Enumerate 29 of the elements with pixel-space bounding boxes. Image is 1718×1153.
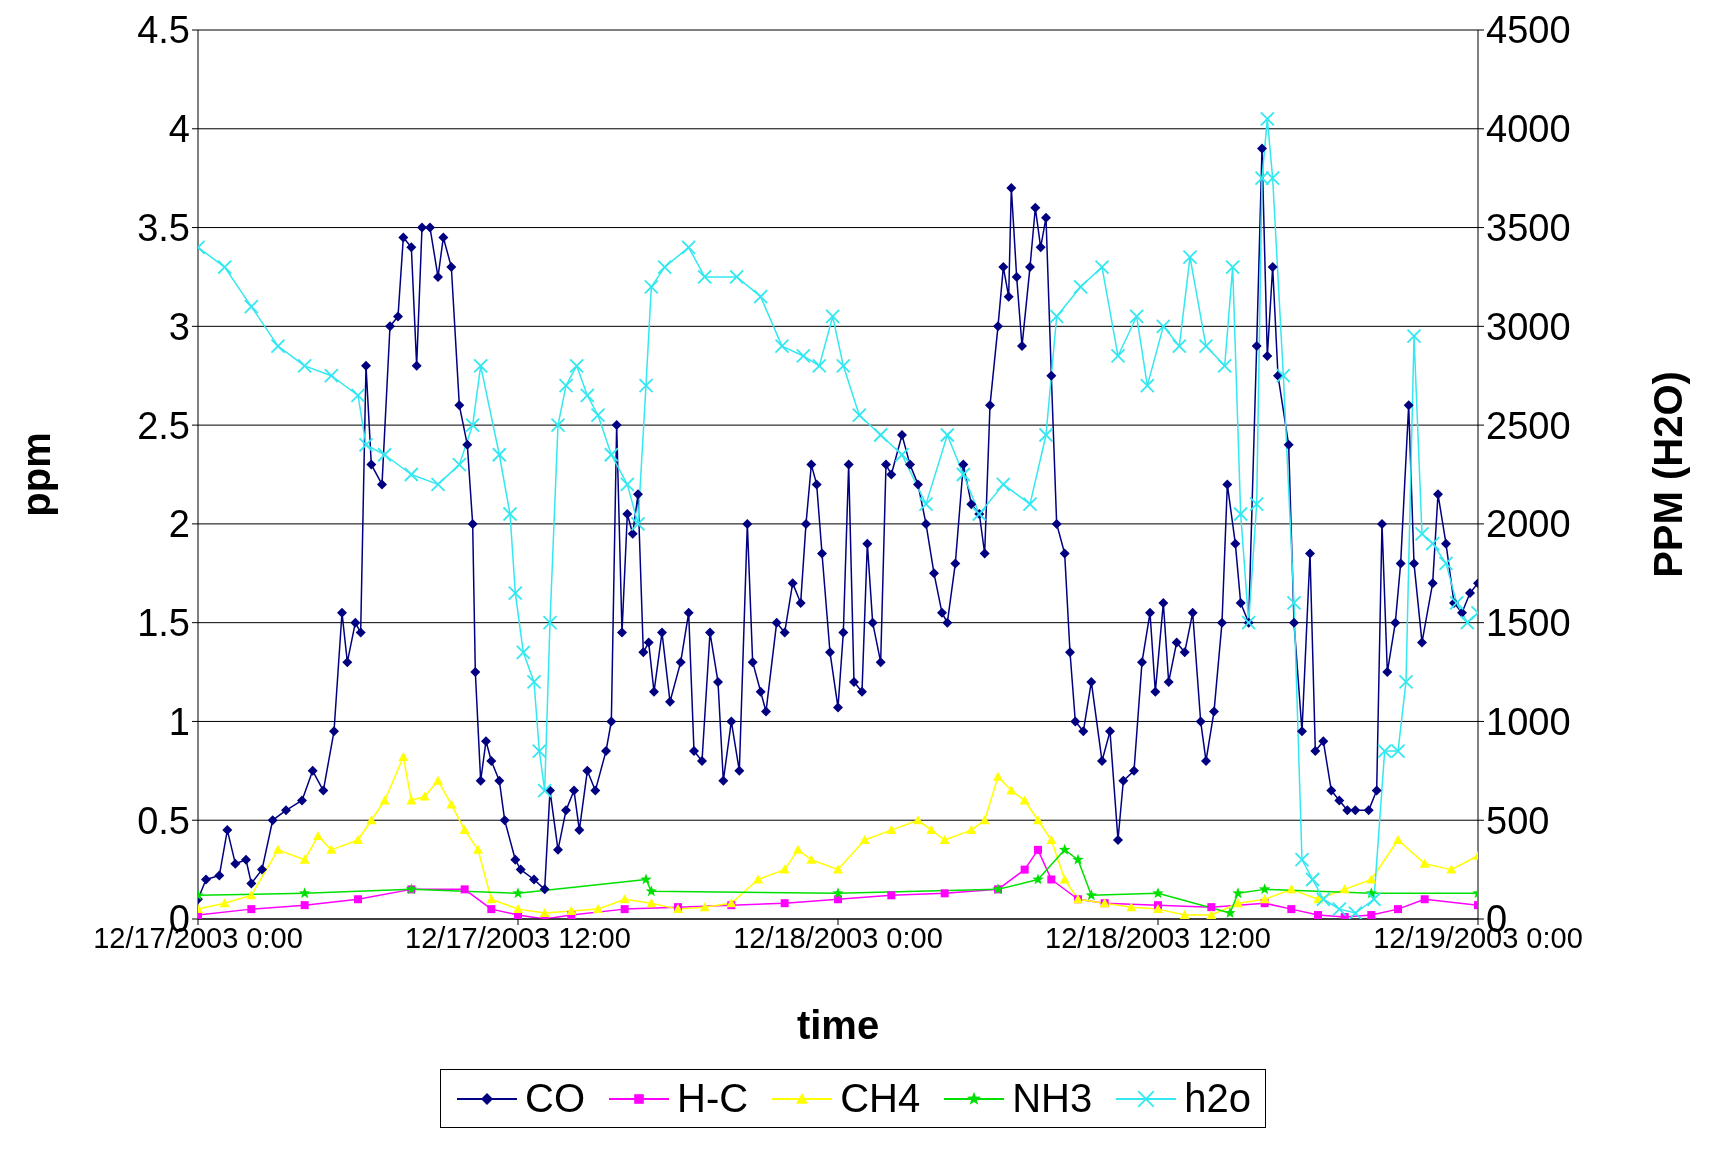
y2-tick-label: 3500 — [1486, 207, 1571, 250]
y-tick-label: 4.5 — [137, 9, 190, 52]
legend-label: CH4 — [840, 1076, 921, 1121]
y2-tick-label: 4000 — [1486, 108, 1571, 151]
x-axis-title: time — [796, 1003, 880, 1047]
y-tick-label: 3 — [168, 305, 190, 348]
y-tick-label: 2 — [168, 503, 190, 546]
y2-tick-label: 3000 — [1486, 305, 1571, 348]
x-tick-label: 12/18/2003 0:00 — [733, 921, 943, 954]
x-tick-label: 12/17/2003 12:00 — [405, 921, 631, 954]
y-tick-label: 3.5 — [137, 207, 190, 250]
y2-tick-label: 1500 — [1486, 602, 1571, 645]
y2-tick-label: 4500 — [1486, 9, 1571, 52]
legend-label: NH3 — [1012, 1076, 1093, 1121]
legend-label: CO — [525, 1076, 586, 1121]
y2-tick-label: 1000 — [1486, 700, 1571, 743]
y-axis-title: ppm — [14, 432, 59, 517]
legend-label: H-C — [677, 1076, 749, 1121]
y-tick-label: 2.5 — [137, 404, 190, 447]
y2-tick-label: 2000 — [1486, 503, 1571, 546]
y2-tick-label: 500 — [1486, 799, 1550, 842]
y2-axis-title: PPM (H2O) — [1646, 371, 1691, 578]
y-tick-label: 1.5 — [137, 602, 190, 645]
x-tick-label: 12/18/2003 12:00 — [1045, 921, 1271, 954]
y2-tick-label: 2500 — [1486, 404, 1571, 447]
legend-label: h2o — [1184, 1076, 1251, 1121]
y-tick-label: 4 — [168, 108, 190, 151]
y-tick-label: 0.5 — [137, 799, 190, 842]
y-tick-label: 1 — [168, 700, 190, 743]
